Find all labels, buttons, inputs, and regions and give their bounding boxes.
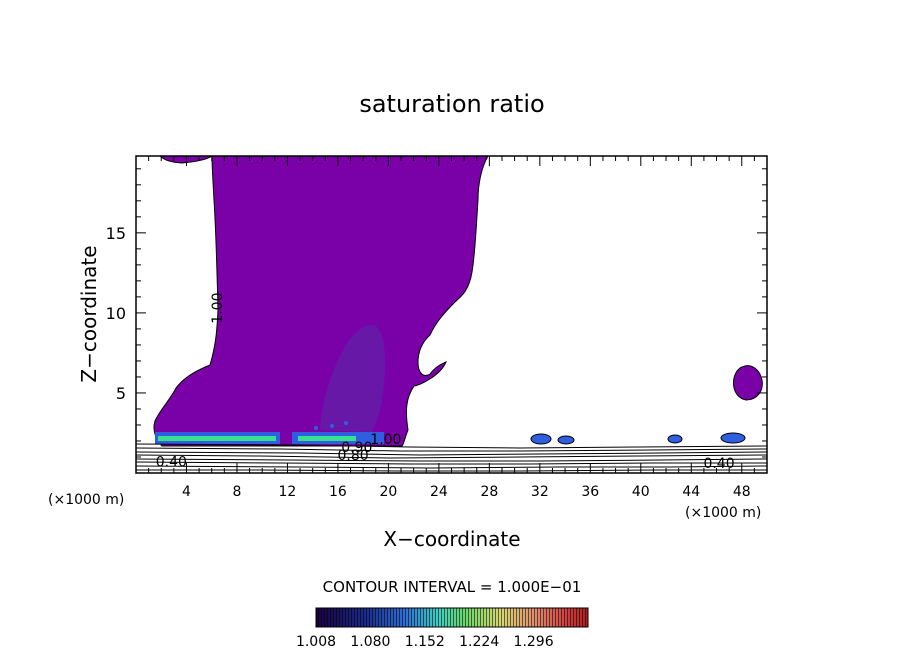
y-axis-label: Z−coordinate xyxy=(77,245,101,382)
contour-label: 0.90 xyxy=(341,440,372,456)
x-tick-label: 24 xyxy=(430,484,448,500)
x-tick-label: 12 xyxy=(279,484,297,500)
y-tick-label: 5 xyxy=(116,384,126,403)
x-tick-label: 20 xyxy=(379,484,397,500)
colorbar-label: 1.152 xyxy=(405,634,445,650)
cloud-core xyxy=(320,325,386,432)
x-tick-label: 36 xyxy=(581,484,599,500)
x-tick-label: 48 xyxy=(733,484,751,500)
contour-label: 0.80 xyxy=(337,448,368,464)
colorbar-label: 1.224 xyxy=(459,634,499,650)
colorbar-label: 1.296 xyxy=(514,634,554,650)
contour-label: 1.00 xyxy=(210,293,226,324)
y-tick-label: 15 xyxy=(106,224,126,243)
x-tick-label: 4 xyxy=(182,484,191,500)
x-axis-unit-right: (×1000 m) xyxy=(685,505,761,521)
contour-lines-low xyxy=(136,443,767,472)
x-axis-label: X−coordinate xyxy=(383,527,520,551)
axis-ticks xyxy=(136,156,767,473)
chart-title: saturation ratio xyxy=(359,90,544,118)
colorbar-labels: 1.008 1.080 1.152 1.224 1.296 xyxy=(296,634,554,650)
x-axis-unit-left: (×1000 m) xyxy=(48,492,124,508)
x-tick-label: 28 xyxy=(480,484,498,500)
contour-label: 0.40 xyxy=(703,456,734,472)
cloud-region-right xyxy=(733,365,763,401)
colorbar-label: 1.080 xyxy=(350,634,390,650)
x-tick-label: 16 xyxy=(329,484,347,500)
x-tick-label: 40 xyxy=(632,484,650,500)
colorbar-label: 1.008 xyxy=(296,634,336,650)
x-tick-label: 8 xyxy=(232,484,241,500)
y-tick-labels: 5 10 15 xyxy=(106,224,126,403)
cloud-region-main xyxy=(153,156,489,447)
x-tick-label: 44 xyxy=(682,484,700,500)
contour-label: 1.00 xyxy=(370,432,401,448)
x-tick-label: 32 xyxy=(531,484,549,500)
y-tick-label: 10 xyxy=(106,304,126,323)
x-tick-labels: 4 8 12 16 20 24 28 32 36 40 44 48 xyxy=(182,484,751,500)
colorbar xyxy=(315,607,589,628)
contour-label: 0.40 xyxy=(156,455,187,471)
contour-labels: 1.000.40 0.400.800.901.00 xyxy=(156,293,735,473)
contour-fields xyxy=(136,156,767,472)
low-level-layer xyxy=(155,421,746,445)
contour-interval-text: CONTOUR INTERVAL = 1.000E−01 xyxy=(323,578,582,596)
